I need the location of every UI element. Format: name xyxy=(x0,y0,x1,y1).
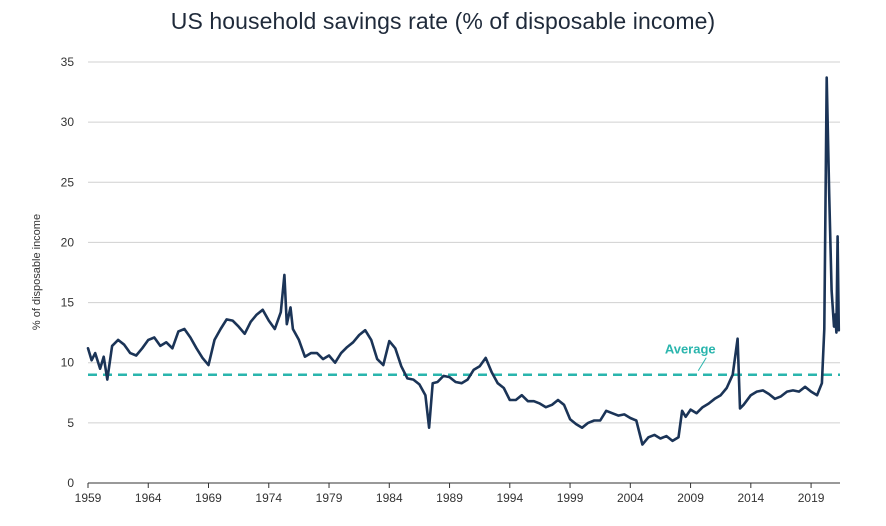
x-tick-label-2009: 2009 xyxy=(677,491,704,505)
x-tick-label-2019: 2019 xyxy=(798,491,825,505)
y-tick-label-5: 5 xyxy=(67,416,74,430)
y-tick-label-25: 25 xyxy=(61,175,75,189)
y-tick-label-30: 30 xyxy=(61,115,75,129)
x-tick-label-1989: 1989 xyxy=(436,491,463,505)
chart-title: US household savings rate (% of disposab… xyxy=(170,8,716,34)
x-tick-label-1994: 1994 xyxy=(496,491,523,505)
x-axis: 1959 1964 1969 1974 1979 1984 1989 1994 1999 2004… xyxy=(75,482,840,505)
x-tick-label-1984: 1984 xyxy=(376,491,403,505)
x-tick-label-2004: 2004 xyxy=(617,491,644,505)
x-tick-label-1964: 1964 xyxy=(135,491,162,505)
y-axis-title: % of disposable income xyxy=(31,214,43,330)
y-axis-tick-labels: 0 5 10 15 20 25 30 35 xyxy=(61,55,75,490)
y-tick-label-15: 15 xyxy=(61,296,75,310)
average-label-leader xyxy=(697,357,707,372)
y-tick-label-10: 10 xyxy=(61,356,75,370)
x-tick-label-1979: 1979 xyxy=(316,491,343,505)
x-tick-label-1999: 1999 xyxy=(557,491,584,505)
x-tick-label-1959: 1959 xyxy=(75,491,102,505)
y-tick-label-20: 20 xyxy=(61,235,75,249)
y-tick-label-35: 35 xyxy=(61,55,75,69)
average-line-group: Average xyxy=(88,342,840,377)
series-line-0 xyxy=(86,76,841,446)
x-tick-label-2014: 2014 xyxy=(737,491,764,505)
x-tick-label-1974: 1974 xyxy=(255,491,282,505)
y-tick-label-0: 0 xyxy=(67,476,74,490)
average-label: Average xyxy=(665,342,716,357)
series-group xyxy=(86,76,841,446)
gridlines xyxy=(88,61,840,424)
x-tick-label-1969: 1969 xyxy=(195,491,222,505)
